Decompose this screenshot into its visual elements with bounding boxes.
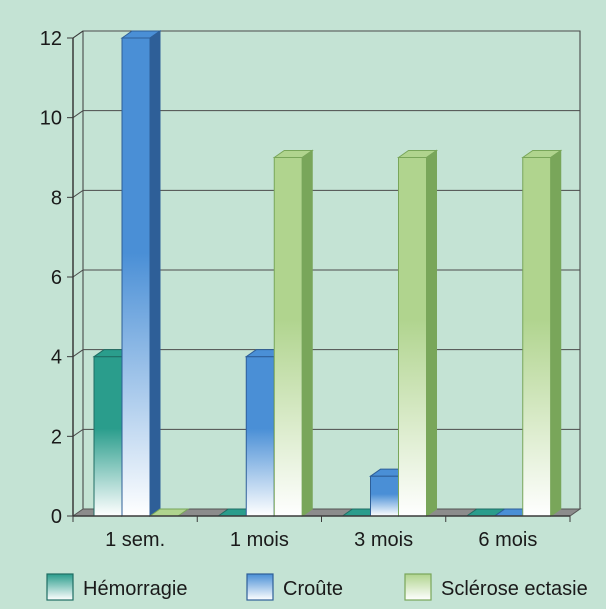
bars — [92, 30, 563, 517]
gridline — [72, 110, 580, 119]
y-tick-label: 4 — [51, 347, 62, 369]
bar-front — [370, 475, 399, 517]
bar-front — [245, 356, 275, 517]
legend: Hémorragie Croûte Sclérose ectasie — [46, 573, 588, 601]
y-tick-label: 8 — [51, 187, 62, 209]
bar-side — [301, 149, 313, 517]
bar-front — [93, 356, 123, 517]
legend-swatch — [46, 573, 74, 601]
x-tick-label: 1 mois — [230, 529, 289, 551]
legend-swatch — [404, 573, 432, 601]
y-tick-label: 6 — [51, 267, 62, 289]
legend-label: Hémorragie — [83, 578, 187, 600]
bar-side — [426, 149, 437, 517]
y-tick-label: 0 — [51, 506, 62, 528]
bar-side — [550, 149, 562, 517]
y-tick-label: 2 — [51, 426, 62, 448]
bar-front — [522, 157, 552, 517]
axes: 0 2 4 6 8 10 12 1 sem. 1 mois 3 mois 6 mois — [40, 28, 571, 551]
bar-side — [149, 30, 161, 517]
legend-label: Croûte — [283, 578, 343, 600]
legend-label: Sclérose ectasie — [441, 578, 588, 600]
bar-front — [273, 157, 303, 517]
x-tick-label: 1 sem. — [105, 529, 165, 551]
x-tick-label: 6 mois — [478, 529, 537, 551]
bar-front — [398, 157, 427, 517]
y-tick-label: 10 — [40, 108, 62, 130]
y-axis-depth — [72, 30, 84, 39]
y-tick-label: 12 — [40, 28, 62, 50]
bar-front — [121, 37, 151, 517]
legend-swatch — [246, 573, 274, 601]
x-tick-label: 3 mois — [354, 529, 413, 551]
